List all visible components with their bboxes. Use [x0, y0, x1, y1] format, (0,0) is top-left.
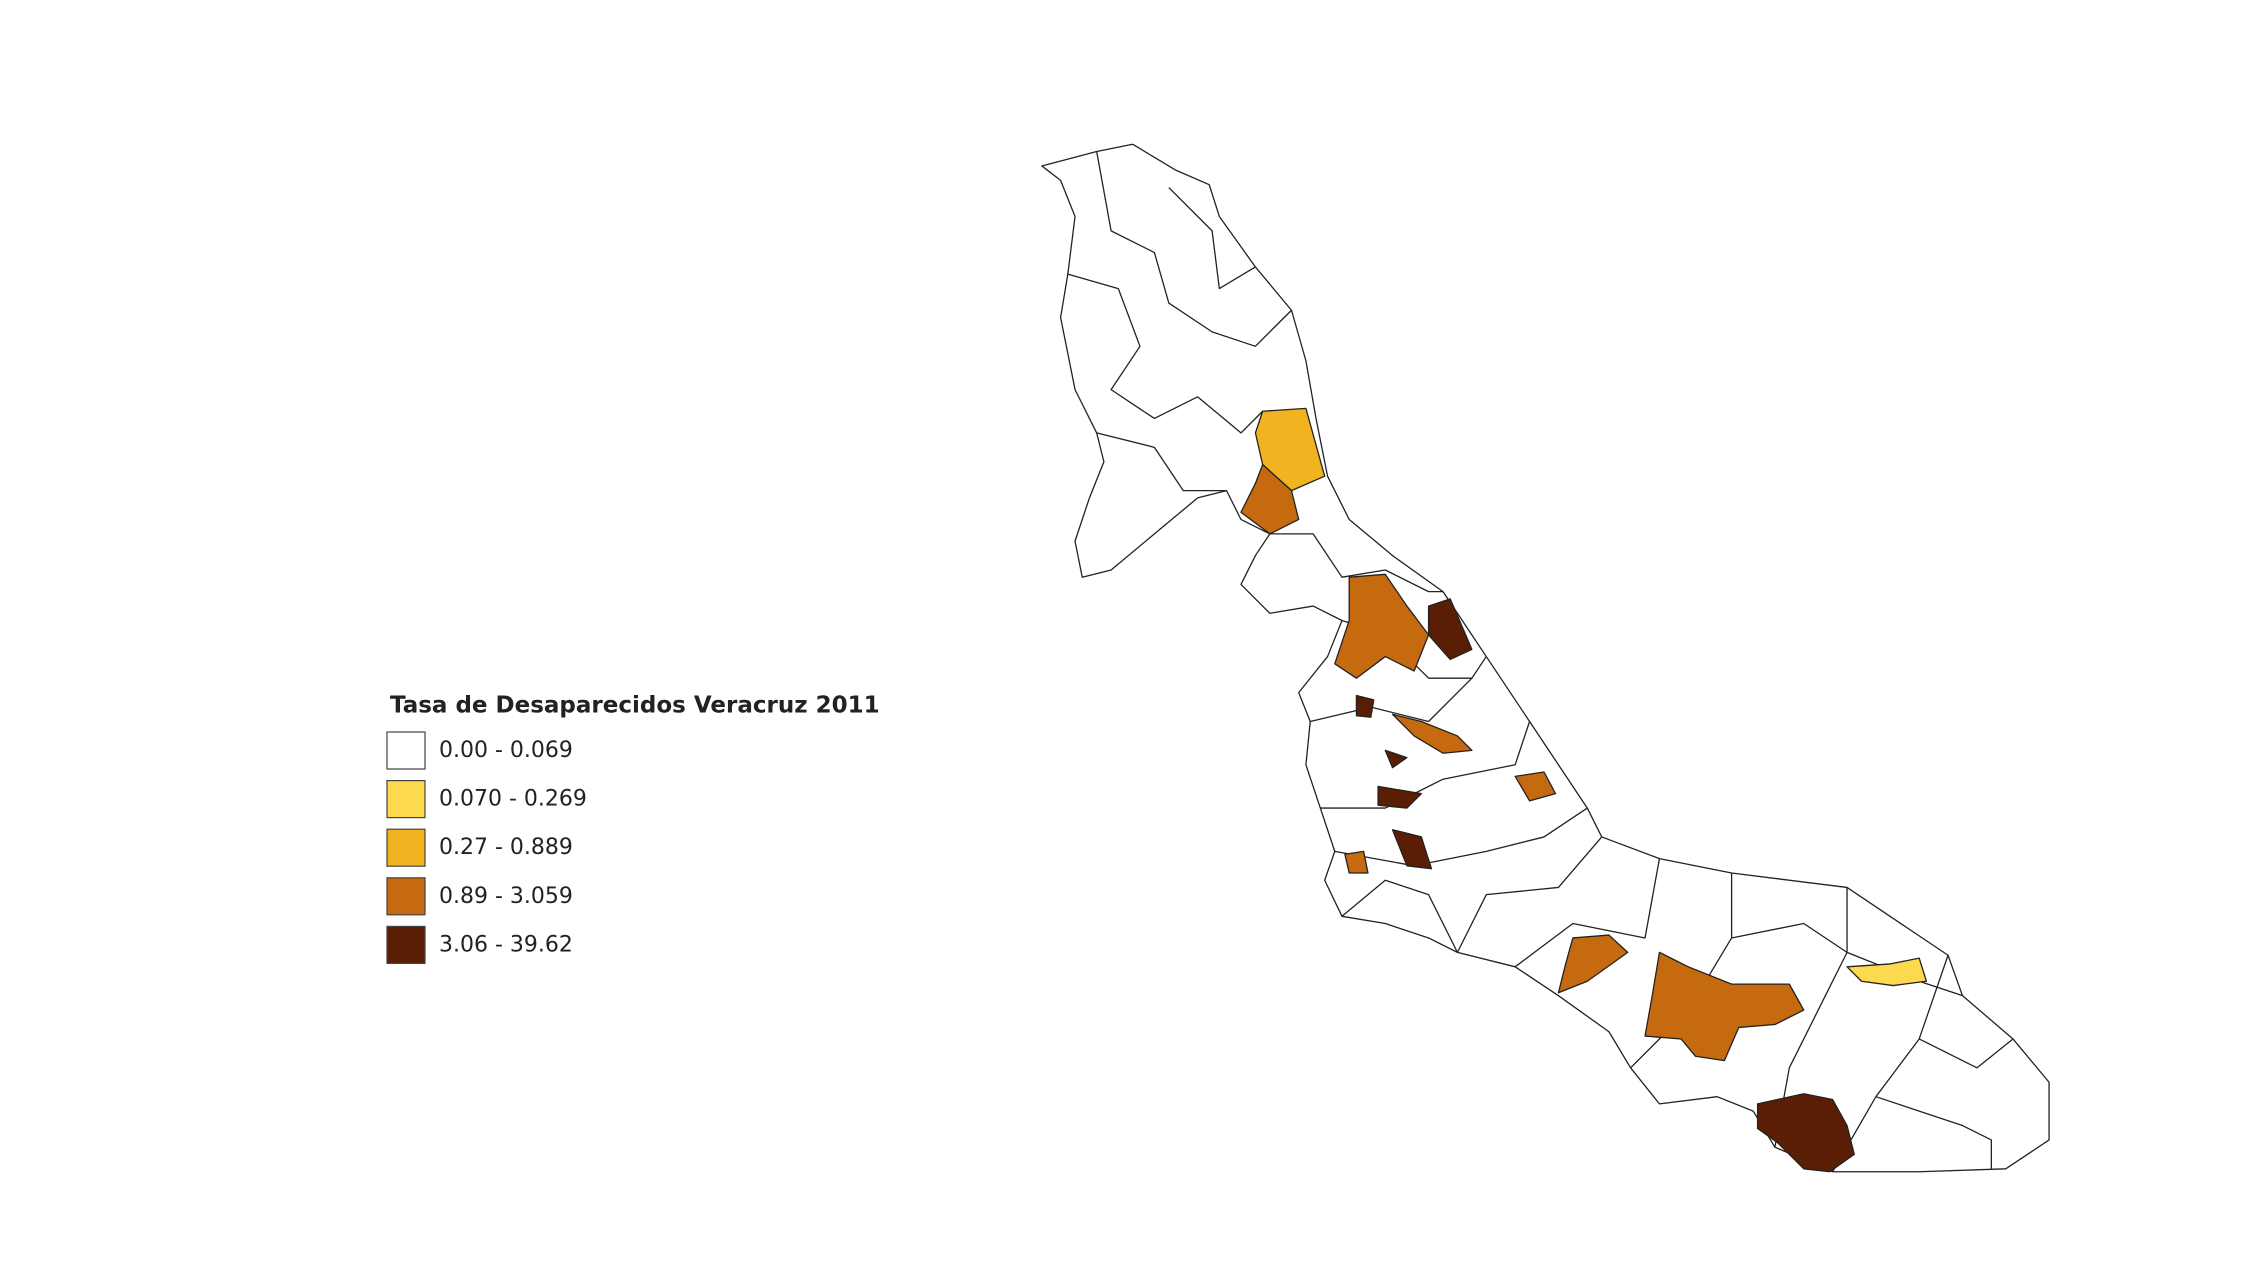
municipal-borders [1067, 151, 2014, 1173]
legend-swatch [386, 731, 426, 770]
legend-label: 0.00 - 0.069 [439, 738, 573, 763]
legend-swatch [386, 925, 426, 965]
legend-swatch [386, 828, 426, 867]
legend-label: 0.070 - 0.269 [439, 787, 587, 812]
classed-municipalities [1240, 407, 1928, 1173]
legend: Tasa de Desaparecidos Veracruz 2011 0.00… [386, 693, 880, 965]
legend-label: 0.89 - 3.059 [439, 884, 573, 909]
legend-label: 0.27 - 0.889 [439, 835, 573, 860]
legend-swatch [386, 779, 426, 819]
legend-label: 3.06 - 39.62 [439, 932, 573, 957]
veracruz-map [1041, 143, 2050, 1173]
state-outline [1041, 143, 2050, 1173]
legend-swatch [386, 877, 426, 916]
legend-title: Tasa de Desaparecidos Veracruz 2011 [390, 693, 880, 719]
